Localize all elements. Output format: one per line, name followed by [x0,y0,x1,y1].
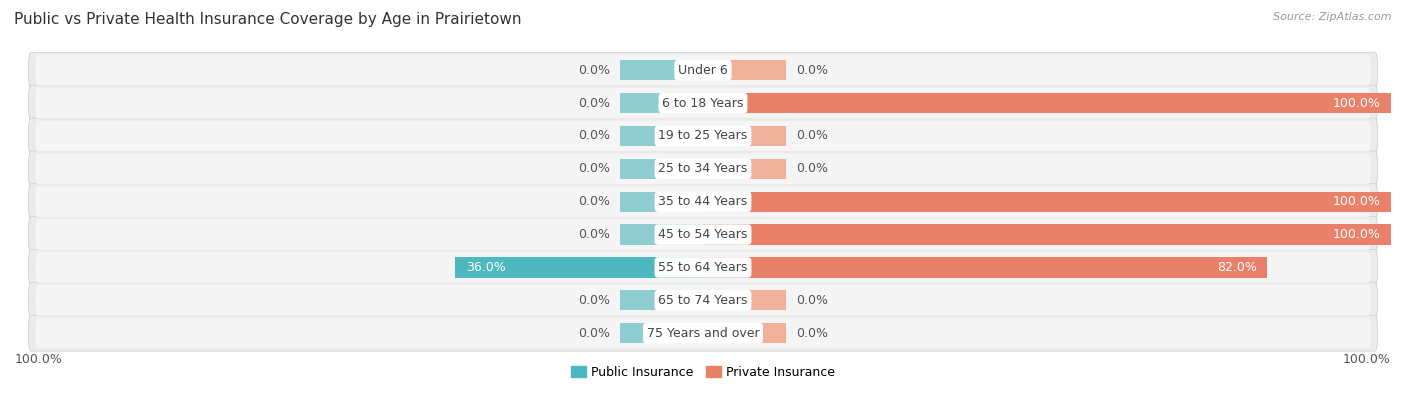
FancyBboxPatch shape [28,184,1378,220]
Bar [703,126,786,146]
Bar [703,290,786,311]
FancyBboxPatch shape [28,315,1378,351]
FancyBboxPatch shape [35,88,1371,119]
Text: 0.0%: 0.0% [578,228,610,241]
Bar [620,224,703,245]
Text: 0.0%: 0.0% [796,162,828,176]
FancyBboxPatch shape [35,219,1371,250]
Bar [703,60,786,81]
Text: 0.0%: 0.0% [578,64,610,77]
Bar [703,224,1391,245]
FancyBboxPatch shape [35,252,1371,283]
Text: 6 to 18 Years: 6 to 18 Years [662,97,744,109]
Text: 65 to 74 Years: 65 to 74 Years [658,294,748,307]
Text: 0.0%: 0.0% [578,130,610,142]
Legend: Public Insurance, Private Insurance: Public Insurance, Private Insurance [571,366,835,379]
Bar [703,93,1391,113]
Text: 0.0%: 0.0% [796,64,828,77]
Text: 25 to 34 Years: 25 to 34 Years [658,162,748,176]
Text: Under 6: Under 6 [678,64,728,77]
Text: 100.0%: 100.0% [1333,195,1381,208]
Text: 55 to 64 Years: 55 to 64 Years [658,261,748,274]
Text: 100.0%: 100.0% [1333,97,1381,109]
FancyBboxPatch shape [35,154,1371,184]
Bar [620,290,703,311]
Bar [620,60,703,81]
Text: 19 to 25 Years: 19 to 25 Years [658,130,748,142]
FancyBboxPatch shape [28,52,1378,88]
FancyBboxPatch shape [28,151,1378,187]
Text: 0.0%: 0.0% [796,130,828,142]
Bar [620,192,703,212]
Bar [703,257,1267,278]
Text: 0.0%: 0.0% [578,97,610,109]
Bar [456,257,703,278]
Bar [620,126,703,146]
FancyBboxPatch shape [28,216,1378,252]
FancyBboxPatch shape [35,55,1371,85]
FancyBboxPatch shape [35,121,1371,151]
FancyBboxPatch shape [28,249,1378,285]
Text: 100.0%: 100.0% [1343,353,1391,366]
Text: 45 to 54 Years: 45 to 54 Years [658,228,748,241]
Text: 75 Years and over: 75 Years and over [647,327,759,339]
Text: 82.0%: 82.0% [1218,261,1257,274]
FancyBboxPatch shape [28,85,1378,121]
Text: 0.0%: 0.0% [796,294,828,307]
Text: Source: ZipAtlas.com: Source: ZipAtlas.com [1274,12,1392,22]
Text: 0.0%: 0.0% [578,294,610,307]
FancyBboxPatch shape [28,282,1378,318]
Text: 0.0%: 0.0% [578,162,610,176]
FancyBboxPatch shape [35,285,1371,316]
Bar [703,192,1391,212]
FancyBboxPatch shape [35,186,1371,217]
Bar [620,93,703,113]
Text: 0.0%: 0.0% [578,195,610,208]
Bar [620,323,703,343]
Text: 35 to 44 Years: 35 to 44 Years [658,195,748,208]
Text: 100.0%: 100.0% [15,353,63,366]
Text: 0.0%: 0.0% [796,327,828,339]
FancyBboxPatch shape [28,118,1378,154]
Bar [703,159,786,179]
FancyBboxPatch shape [35,318,1371,349]
Text: 36.0%: 36.0% [465,261,505,274]
Bar [703,323,786,343]
Text: 0.0%: 0.0% [578,327,610,339]
Text: 100.0%: 100.0% [1333,228,1381,241]
Text: Public vs Private Health Insurance Coverage by Age in Prairietown: Public vs Private Health Insurance Cover… [14,12,522,27]
Bar [620,159,703,179]
